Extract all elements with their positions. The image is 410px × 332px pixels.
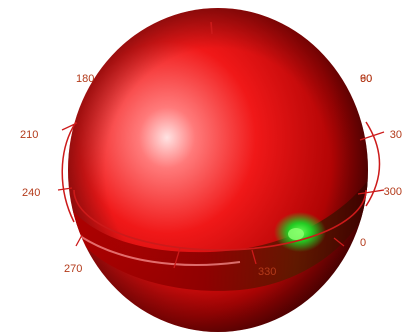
top-marker bbox=[210, 21, 213, 35]
tick-label-90: 90 bbox=[360, 73, 372, 85]
green-highlight-core bbox=[288, 228, 304, 240]
band-highlight bbox=[79, 235, 241, 266]
left-side-arc bbox=[61, 121, 77, 223]
ring-ticks bbox=[57, 122, 385, 269]
tick-label-330: 330 bbox=[258, 266, 276, 278]
tick-label-270: 270 bbox=[64, 263, 82, 275]
azimuth-ring-front bbox=[73, 189, 367, 251]
tick-label-180: 180 bbox=[76, 73, 94, 85]
tick-label-210: 210 bbox=[20, 129, 38, 141]
tick-label-0: 0 bbox=[360, 237, 366, 249]
tick-label-60: 60 bbox=[360, 73, 372, 85]
tick-label-240: 240 bbox=[22, 187, 40, 199]
tick-label-300: 300 bbox=[384, 186, 402, 198]
right-side-arc bbox=[365, 121, 381, 207]
tick-label-30: 30 bbox=[390, 129, 402, 141]
lower-lobe-band bbox=[68, 175, 368, 291]
